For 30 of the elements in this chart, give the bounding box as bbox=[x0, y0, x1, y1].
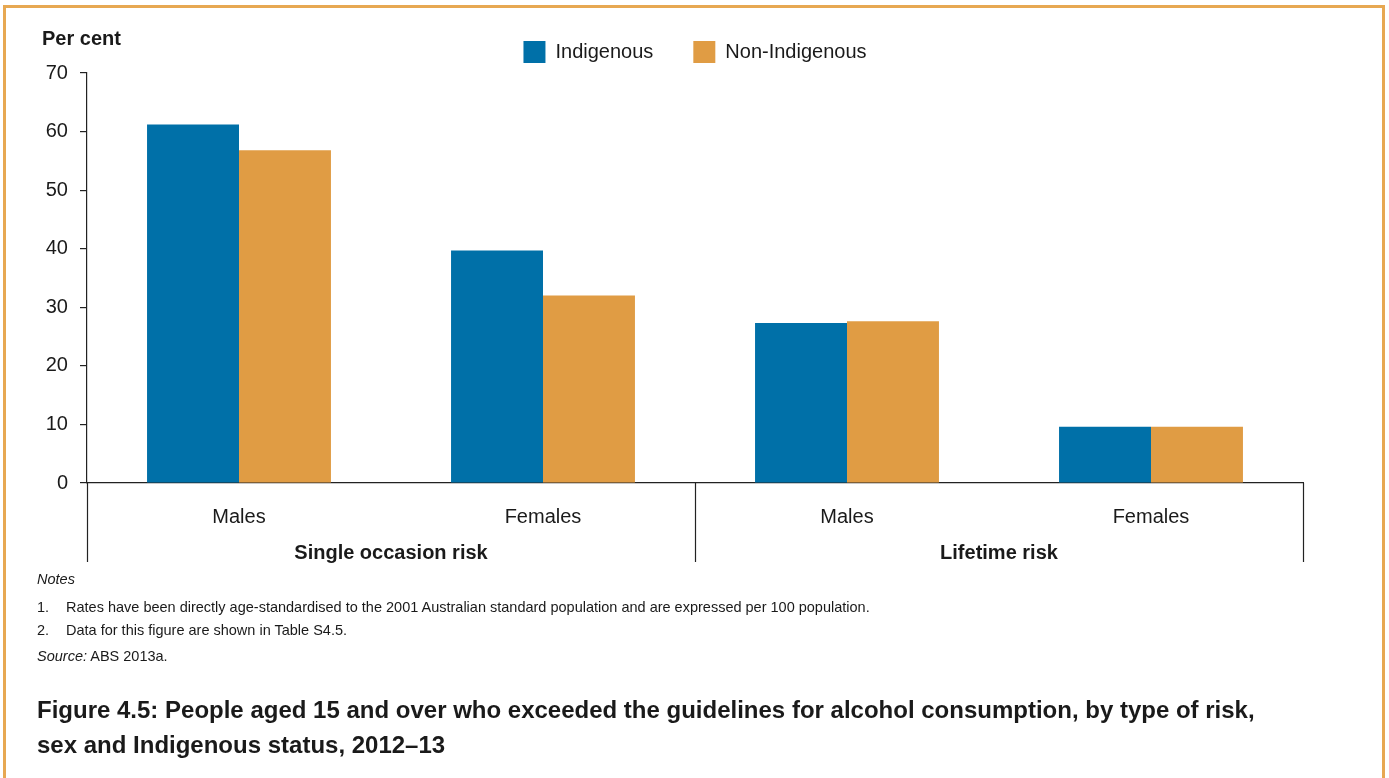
bar bbox=[239, 150, 331, 483]
text: Lifetime risk bbox=[940, 540, 1059, 563]
y-tick-label: 70 bbox=[45, 60, 68, 83]
y-tick-label: 20 bbox=[45, 353, 68, 376]
x-tick-label: Females bbox=[504, 504, 582, 527]
bar bbox=[1151, 426, 1243, 483]
bar bbox=[755, 323, 847, 483]
y-tick-label: 0 bbox=[56, 470, 68, 493]
bar bbox=[543, 295, 635, 483]
text: Figure 4.5: People aged 15 and over who exceeded the guidelines for alcohol consumption, by type of risk, sex and Indigenous status, 2012–13 bbox=[37, 695, 1256, 760]
bar bbox=[451, 250, 543, 483]
source-note: Source: ABS 2013a. bbox=[37, 647, 169, 666]
bar bbox=[147, 124, 239, 483]
x-tick-label: Males bbox=[212, 504, 266, 527]
y-axis-title: Per cent bbox=[42, 26, 122, 49]
y-tick-label: 30 bbox=[45, 294, 68, 317]
y-tick-label: 10 bbox=[45, 411, 68, 434]
bar bbox=[1059, 426, 1151, 483]
text: 2. Data for this figure are shown in Table S4.5. bbox=[37, 621, 349, 640]
y-tick-label: 60 bbox=[45, 119, 68, 142]
bar bbox=[847, 321, 939, 483]
y-tick-label: 50 bbox=[45, 177, 68, 200]
y-tick-label: 40 bbox=[45, 236, 68, 259]
legend-label: Non-Indigenous bbox=[725, 39, 867, 62]
x-tick-label: Females bbox=[1112, 504, 1190, 527]
legend-label: Indigenous bbox=[555, 39, 654, 62]
text: Notes bbox=[37, 570, 76, 589]
text: Single occasion risk bbox=[294, 540, 489, 563]
x-tick-label: Males bbox=[820, 504, 874, 527]
text: 1. Rates have been directly age-standardised to the 2001 Australian standard population and are expressed per 100 population. bbox=[37, 598, 871, 617]
